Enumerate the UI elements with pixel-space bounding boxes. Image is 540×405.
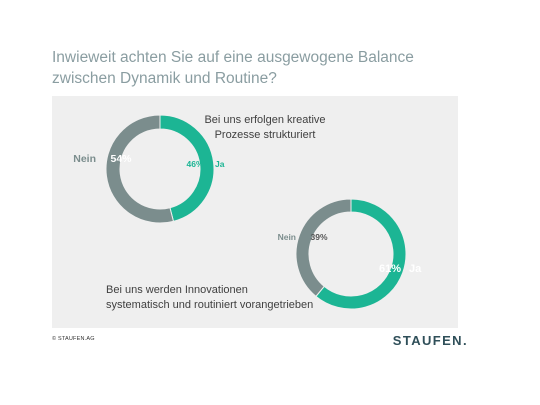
donut-2-label-ja: Ja [409, 263, 422, 275]
chart-title-line-1: Inwieweit achten Sie auf eine ausgewogen… [52, 49, 414, 66]
donut-2-caption-line-1: Bei uns werden Innovationen [106, 284, 248, 296]
donut-2-slice-nein [295, 198, 352, 298]
donut-1-caption-line-2: Prozesse strukturiert [214, 129, 316, 141]
donut-2-label-nein: Nein [278, 232, 296, 242]
donut-1-label-ja: Ja [215, 159, 225, 169]
copyright-text: © STAUFEN.AG [52, 336, 95, 342]
donut-2-caption: Bei uns werden Innovationen systematisch… [106, 283, 336, 313]
donut-2-caption-line-2: systematisch und routiniert vorangetrieb… [106, 299, 314, 311]
donut-2-value-ja: 61% [379, 263, 401, 275]
chart-title-line-2: zwischen Dynamik und Routine? [52, 70, 277, 87]
svg-text:STAUFEN.: STAUFEN. [393, 333, 468, 348]
donut-1-label-nein: Nein [73, 153, 96, 165]
donut-1-value-nein: 54% [110, 153, 132, 165]
donut-1-caption-line-1: Bei uns erfolgen kreative [204, 114, 326, 126]
chart-title: Inwieweit achten Sie auf eine ausgewogen… [52, 47, 472, 89]
staufen-logo: STAUFEN. [393, 333, 468, 348]
donut-2-value-nein: 39% [310, 232, 327, 242]
donut-1-caption: Bei uns erfolgen kreative Prozesse struk… [190, 113, 340, 143]
donut-1-value-ja: 46% [186, 159, 203, 169]
donut-1-slice-nein [105, 114, 175, 224]
donut-2-slice-ja [315, 198, 407, 310]
